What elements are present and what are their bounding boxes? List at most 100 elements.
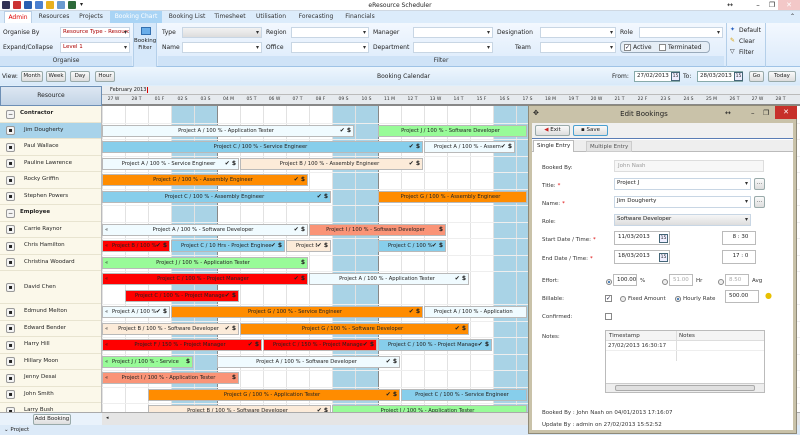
calendar-icon[interactable]: 15 [659,234,668,243]
organise-by-select[interactable]: Resource Type - Resource - Pro [60,27,130,38]
collapse-icon[interactable]: − [6,208,15,218]
role-select[interactable] [639,27,723,38]
monitor-icon[interactable] [68,1,76,9]
expand-icon[interactable]: ▪ [6,258,15,268]
booking-bar[interactable]: «Project A / 100 %...✔ $ [102,306,170,318]
resource-group-row[interactable]: − Contractor [0,106,101,123]
expand-icon[interactable]: ▪ [6,126,15,136]
region-select[interactable] [291,27,369,38]
name-select[interactable] [182,42,262,53]
booking-bar[interactable]: « Project F / 150 % - Project Manager ✔ $ [102,339,262,351]
start-date-input[interactable]: 11/03/2013 [614,231,670,245]
info-icon[interactable] [24,1,32,9]
expand-icon[interactable]: ▪ [6,241,15,251]
title-browse-button[interactable]: ... [754,178,765,190]
booking-bar[interactable]: Project C / 100 % - Project Manager ✔ $ [378,339,492,351]
notes-column-header[interactable]: Notes [679,333,695,339]
booking-bar[interactable]: « Project A / 100 % - Software Developer ✔… [102,223,308,236]
booking-bar[interactable]: Project C / 150 % - Project Manager ✔ $ [263,339,377,351]
booking-bar[interactable]: Project G / 100 % - Software Developer ✔ … [240,322,469,335]
resource-row[interactable]: ▪ Carrie Raynor [0,222,101,238]
resource-row[interactable]: ▪ Chris Hamilton [0,238,101,255]
booking-bar[interactable]: Project A / 100 % - Service Engineer ✔ $ [102,157,239,170]
department-select[interactable] [413,42,493,53]
resize-icon[interactable]: ↔ [727,1,733,9]
timestamp-column-header[interactable]: Timestamp [609,333,640,339]
booking-bar[interactable]: Project B / 100 % - Assembly Engineer ✔ $ [240,157,423,170]
collapse-ribbon-icon[interactable]: ⌃ [790,13,796,20]
restore-button[interactable]: ❐ [768,1,776,9]
booking-bar[interactable]: Project I / 100 % - Software Developer $ [309,223,446,236]
resource-row[interactable]: ▪ Edward Bender [0,321,101,337]
key-icon[interactable] [46,1,54,9]
scroll-thumb[interactable] [615,385,755,391]
go-button[interactable]: Go [749,71,764,82]
hour-view-button[interactable]: Hour [95,71,115,82]
expand-icon[interactable]: ▪ [6,175,15,185]
expand-icon[interactable]: ▪ [6,357,15,367]
booking-bar[interactable]: «Project J / 100 % - Service Engi... $ [102,355,193,368]
notes-scrollbar[interactable] [606,383,764,392]
booking-bar[interactable]: «Project B / 100 %...✔ $ [102,240,170,252]
booking-bar[interactable]: Project A / 100 % - Assembly...✔ $ [424,141,515,153]
confirmed-checkbox[interactable] [605,313,612,320]
booking-bar[interactable]: Project B / 100 % - Software Developer ✔ … [148,405,331,412]
tab-financials[interactable]: Financials [345,13,375,20]
expand-icon[interactable]: ▪ [6,142,15,152]
today-button[interactable]: Today [768,71,796,82]
clear-button[interactable]: Clear [739,38,755,45]
expand-icon[interactable]: ▪ [6,192,15,202]
expand-icon[interactable]: ▪ [6,307,15,317]
tab-booking-chart[interactable]: Booking Chart [110,11,162,23]
resource-row[interactable]: ▪ Pauline Lawrence [0,156,101,172]
booking-bar[interactable]: « Project B / 100 % - Software Developer ✔… [102,322,239,335]
pin-icon[interactable] [35,1,43,9]
fixed-amount-radio[interactable] [620,296,626,302]
resource-row[interactable]: ▪ Harry Hill [0,337,101,354]
booking-bar[interactable]: Project C / 100 % -...✔ $ [378,240,446,252]
resource-row[interactable]: ▪ John Smith [0,387,101,403]
hourly-rate-radio[interactable] [675,296,681,302]
minimize-button[interactable]: – [756,1,760,9]
booking-bar[interactable]: Project J / 100 % - Software Developer [378,124,527,137]
calendar-icon[interactable]: 15 [734,72,743,81]
expand-icon[interactable]: ⌄ [4,427,11,433]
booking-bar[interactable]: Project C / 100 % - Project Manager ✔ $ [125,289,239,302]
effort-percent-radio[interactable] [606,279,612,285]
resource-row[interactable]: ▪ Edmund Melton [0,304,101,321]
close-button[interactable]: ✕ [778,0,800,10]
end-date-input[interactable]: 18/03/2013 [614,250,670,264]
resource-row[interactable]: ▪ Larry Bush [0,403,101,412]
calendar-icon[interactable]: 15 [659,253,668,262]
billable-checkbox[interactable]: ✓ [605,295,612,302]
lightbulb-icon[interactable]: ● [765,291,772,300]
save-button[interactable]: ▪ Save [573,125,608,136]
end-time-input[interactable]: 17 : 0 [722,250,756,264]
exit-button[interactable]: ◀ Exit [535,125,570,136]
scroll-left-icon[interactable]: ◂ [106,415,109,421]
day-view-button[interactable]: Day [70,71,90,82]
active-checkbox[interactable]: ✓ [624,44,631,51]
tab-forecasting[interactable]: Forecasting [298,13,334,20]
calendar-icon[interactable]: 15 [671,72,680,81]
booking-bar[interactable]: Project C / 100 % - Service Engineer [401,388,527,401]
booking-bar[interactable]: Project G / 100 % - Assembly Engineer [378,190,527,203]
collapse-icon[interactable]: − [6,109,15,119]
booking-bar[interactable]: Project C / 100 % - Assembly Engineer ✔ $ [102,190,331,203]
default-button[interactable]: Default [739,27,761,34]
tab-projects[interactable]: Projects [79,13,103,20]
resource-row[interactable]: ▪ Rocky Griffin [0,172,101,189]
tab-resources[interactable]: Resources [38,13,70,20]
booking-bar[interactable]: Project A / 100 % - Application Tester ✔ … [309,273,469,285]
exit-icon[interactable] [13,1,21,9]
tab-single-entry[interactable]: Single Entry [533,140,575,152]
booking-bar[interactable]: Project A / 100 % - Application Tester [424,306,527,318]
booking-bar[interactable]: Project G / 100 % - Service Engineer ✔ $ [171,306,423,318]
designation-select[interactable] [540,27,616,38]
booking-bar[interactable]: Project G / 100 % - Application Tester ✔ … [148,388,400,401]
expand-icon[interactable]: ▪ [6,159,15,169]
booking-filter-button[interactable]: Booking Filter [133,23,157,67]
booking-bar[interactable]: Project B /...✔ $ [286,240,331,252]
refresh-icon[interactable] [57,1,65,9]
booking-bar[interactable]: « Project C / 100 % - Project Manager ✔ $ [102,273,308,285]
